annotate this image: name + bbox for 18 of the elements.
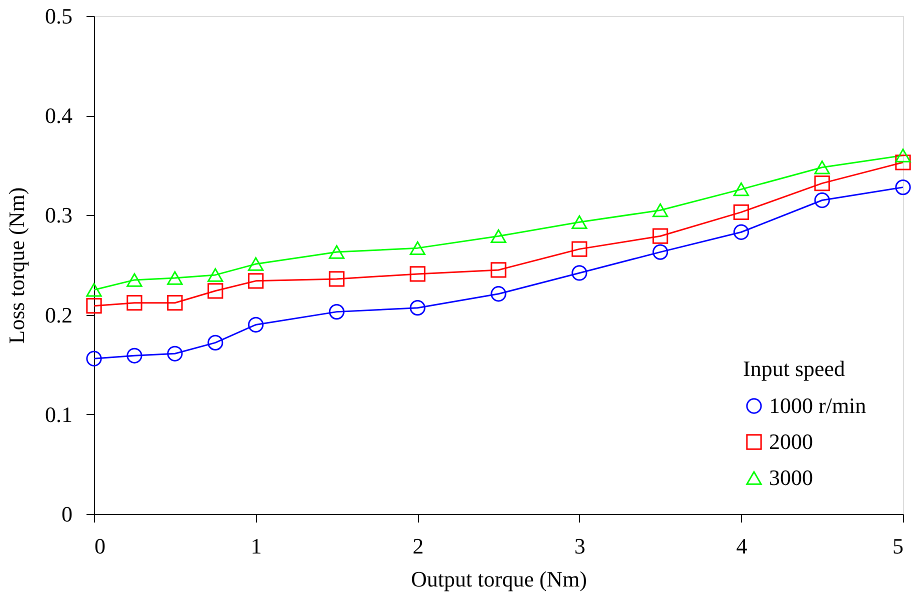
- legend-label: 2000: [769, 429, 813, 454]
- x-tick-label: 1: [250, 534, 262, 558]
- y-tick-label: 0.3: [45, 202, 72, 228]
- y-tick-label: 0.2: [45, 302, 72, 328]
- legend-label: 1000 r/min: [769, 393, 866, 418]
- legend-label: 3000: [769, 465, 813, 490]
- x-axis-title: Output torque (Nm): [411, 566, 587, 592]
- y-tick-label: 0.1: [45, 402, 72, 427]
- x-tick-label: 4: [736, 534, 748, 558]
- x-tick-label: 5: [892, 534, 904, 558]
- y-tick-label: 0.5: [45, 4, 72, 28]
- y-tick-label: 0.4: [45, 103, 72, 128]
- x-tick-label: 2: [412, 534, 424, 558]
- x-tick-label: 0: [94, 534, 106, 558]
- legend-title: Input speed: [743, 356, 846, 381]
- y-tick-label: 0: [62, 502, 72, 526]
- y-axis-title: Loss torque (Nm): [4, 187, 29, 344]
- x-tick-label: 3: [574, 534, 586, 558]
